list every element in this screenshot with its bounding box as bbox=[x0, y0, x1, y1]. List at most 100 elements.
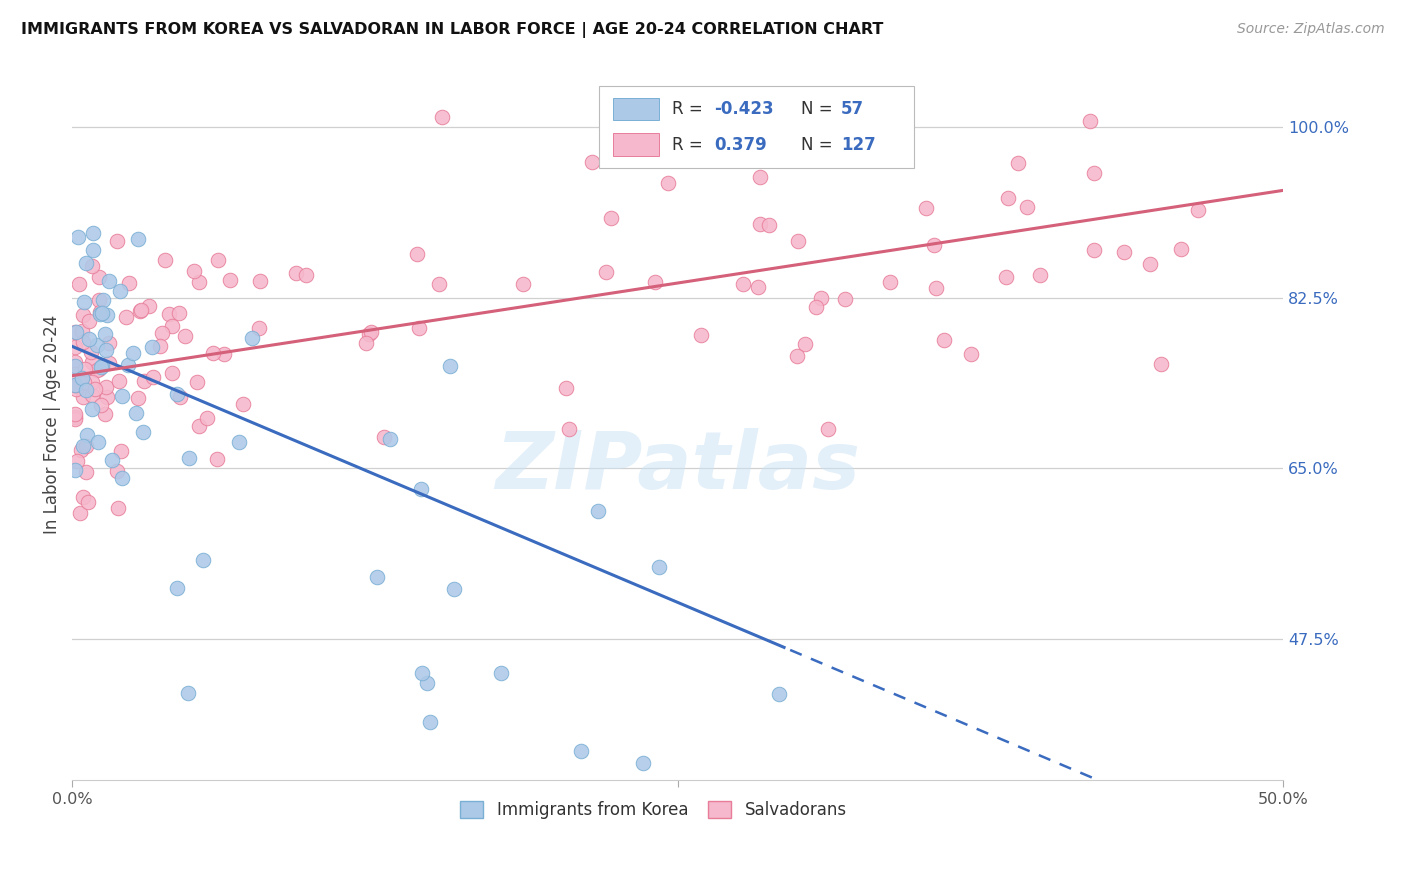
Point bbox=[63, 377, 86, 392]
Point bbox=[176, 685, 198, 699]
Point bbox=[110, 284, 132, 298]
Point bbox=[115, 310, 138, 325]
Text: ZIPatlas: ZIPatlas bbox=[495, 428, 860, 506]
Point bbox=[247, 321, 270, 335]
Point bbox=[934, 334, 956, 348]
Point bbox=[810, 291, 832, 305]
Point bbox=[105, 464, 128, 478]
Point bbox=[75, 439, 97, 453]
Point bbox=[89, 361, 111, 376]
Point bbox=[439, 359, 461, 373]
Point bbox=[63, 411, 86, 425]
Point bbox=[91, 293, 114, 308]
Point bbox=[249, 274, 271, 288]
Point bbox=[96, 308, 118, 322]
Point bbox=[72, 334, 94, 349]
Point bbox=[354, 336, 377, 351]
Point bbox=[75, 362, 97, 376]
Point bbox=[125, 407, 148, 421]
Point bbox=[77, 332, 100, 346]
Point bbox=[70, 324, 93, 338]
Point bbox=[86, 338, 108, 352]
Point bbox=[65, 325, 87, 339]
Point bbox=[758, 218, 780, 232]
Point bbox=[183, 264, 205, 278]
Point bbox=[150, 326, 173, 340]
FancyBboxPatch shape bbox=[613, 98, 659, 120]
Point bbox=[960, 347, 983, 361]
Point bbox=[87, 293, 110, 308]
Point bbox=[67, 277, 90, 291]
Point bbox=[63, 407, 86, 421]
Point bbox=[82, 387, 104, 401]
Point bbox=[360, 325, 382, 339]
Point bbox=[80, 345, 103, 359]
Legend: Immigrants from Korea, Salvadorans: Immigrants from Korea, Salvadorans bbox=[453, 794, 853, 825]
Point bbox=[63, 367, 86, 381]
Text: -0.423: -0.423 bbox=[714, 100, 773, 118]
Point bbox=[70, 371, 93, 385]
Point bbox=[107, 374, 129, 388]
Point bbox=[166, 581, 188, 595]
Point bbox=[63, 325, 86, 339]
Point bbox=[101, 453, 124, 467]
Point bbox=[554, 381, 576, 395]
Point bbox=[1083, 166, 1105, 180]
Point bbox=[834, 292, 856, 306]
Point bbox=[166, 387, 188, 401]
Point bbox=[644, 275, 666, 289]
Point bbox=[90, 399, 112, 413]
Point bbox=[1149, 357, 1171, 371]
Point bbox=[89, 305, 111, 319]
Point bbox=[89, 359, 111, 374]
Point bbox=[212, 347, 235, 361]
Point bbox=[571, 744, 593, 758]
Point bbox=[416, 675, 439, 690]
Text: 127: 127 bbox=[841, 136, 876, 153]
Point bbox=[90, 306, 112, 320]
Point bbox=[128, 304, 150, 318]
Point bbox=[80, 401, 103, 416]
Point bbox=[86, 363, 108, 377]
Point bbox=[98, 274, 121, 288]
Point bbox=[443, 582, 465, 596]
Point bbox=[93, 327, 115, 342]
Point bbox=[160, 366, 183, 380]
Point bbox=[817, 422, 839, 436]
Point bbox=[748, 217, 770, 231]
Point bbox=[177, 451, 200, 466]
Point bbox=[581, 154, 603, 169]
Point bbox=[80, 376, 103, 390]
Point bbox=[749, 169, 772, 184]
Point bbox=[94, 407, 117, 421]
Point bbox=[96, 390, 118, 404]
Point bbox=[1083, 243, 1105, 257]
Point bbox=[72, 308, 94, 322]
Point bbox=[138, 299, 160, 313]
Point bbox=[995, 269, 1018, 284]
Text: N =: N = bbox=[801, 100, 838, 118]
Point bbox=[76, 428, 98, 442]
Point bbox=[149, 339, 172, 353]
Point bbox=[378, 432, 401, 446]
Point bbox=[512, 277, 534, 292]
Point bbox=[91, 359, 114, 374]
Point bbox=[65, 462, 87, 476]
Point bbox=[65, 382, 87, 396]
Point bbox=[409, 482, 432, 496]
Point bbox=[87, 435, 110, 450]
Point bbox=[558, 422, 581, 436]
Point bbox=[786, 349, 808, 363]
Text: 57: 57 bbox=[841, 100, 865, 118]
Point bbox=[118, 276, 141, 290]
Point bbox=[794, 337, 817, 351]
Point bbox=[1139, 257, 1161, 271]
Point bbox=[63, 410, 86, 425]
Point bbox=[141, 340, 163, 354]
Y-axis label: In Labor Force | Age 20-24: In Labor Force | Age 20-24 bbox=[44, 315, 60, 534]
Point bbox=[174, 329, 197, 343]
Point bbox=[357, 326, 380, 341]
Point bbox=[169, 390, 191, 404]
Point bbox=[110, 444, 132, 458]
Point bbox=[66, 454, 89, 468]
